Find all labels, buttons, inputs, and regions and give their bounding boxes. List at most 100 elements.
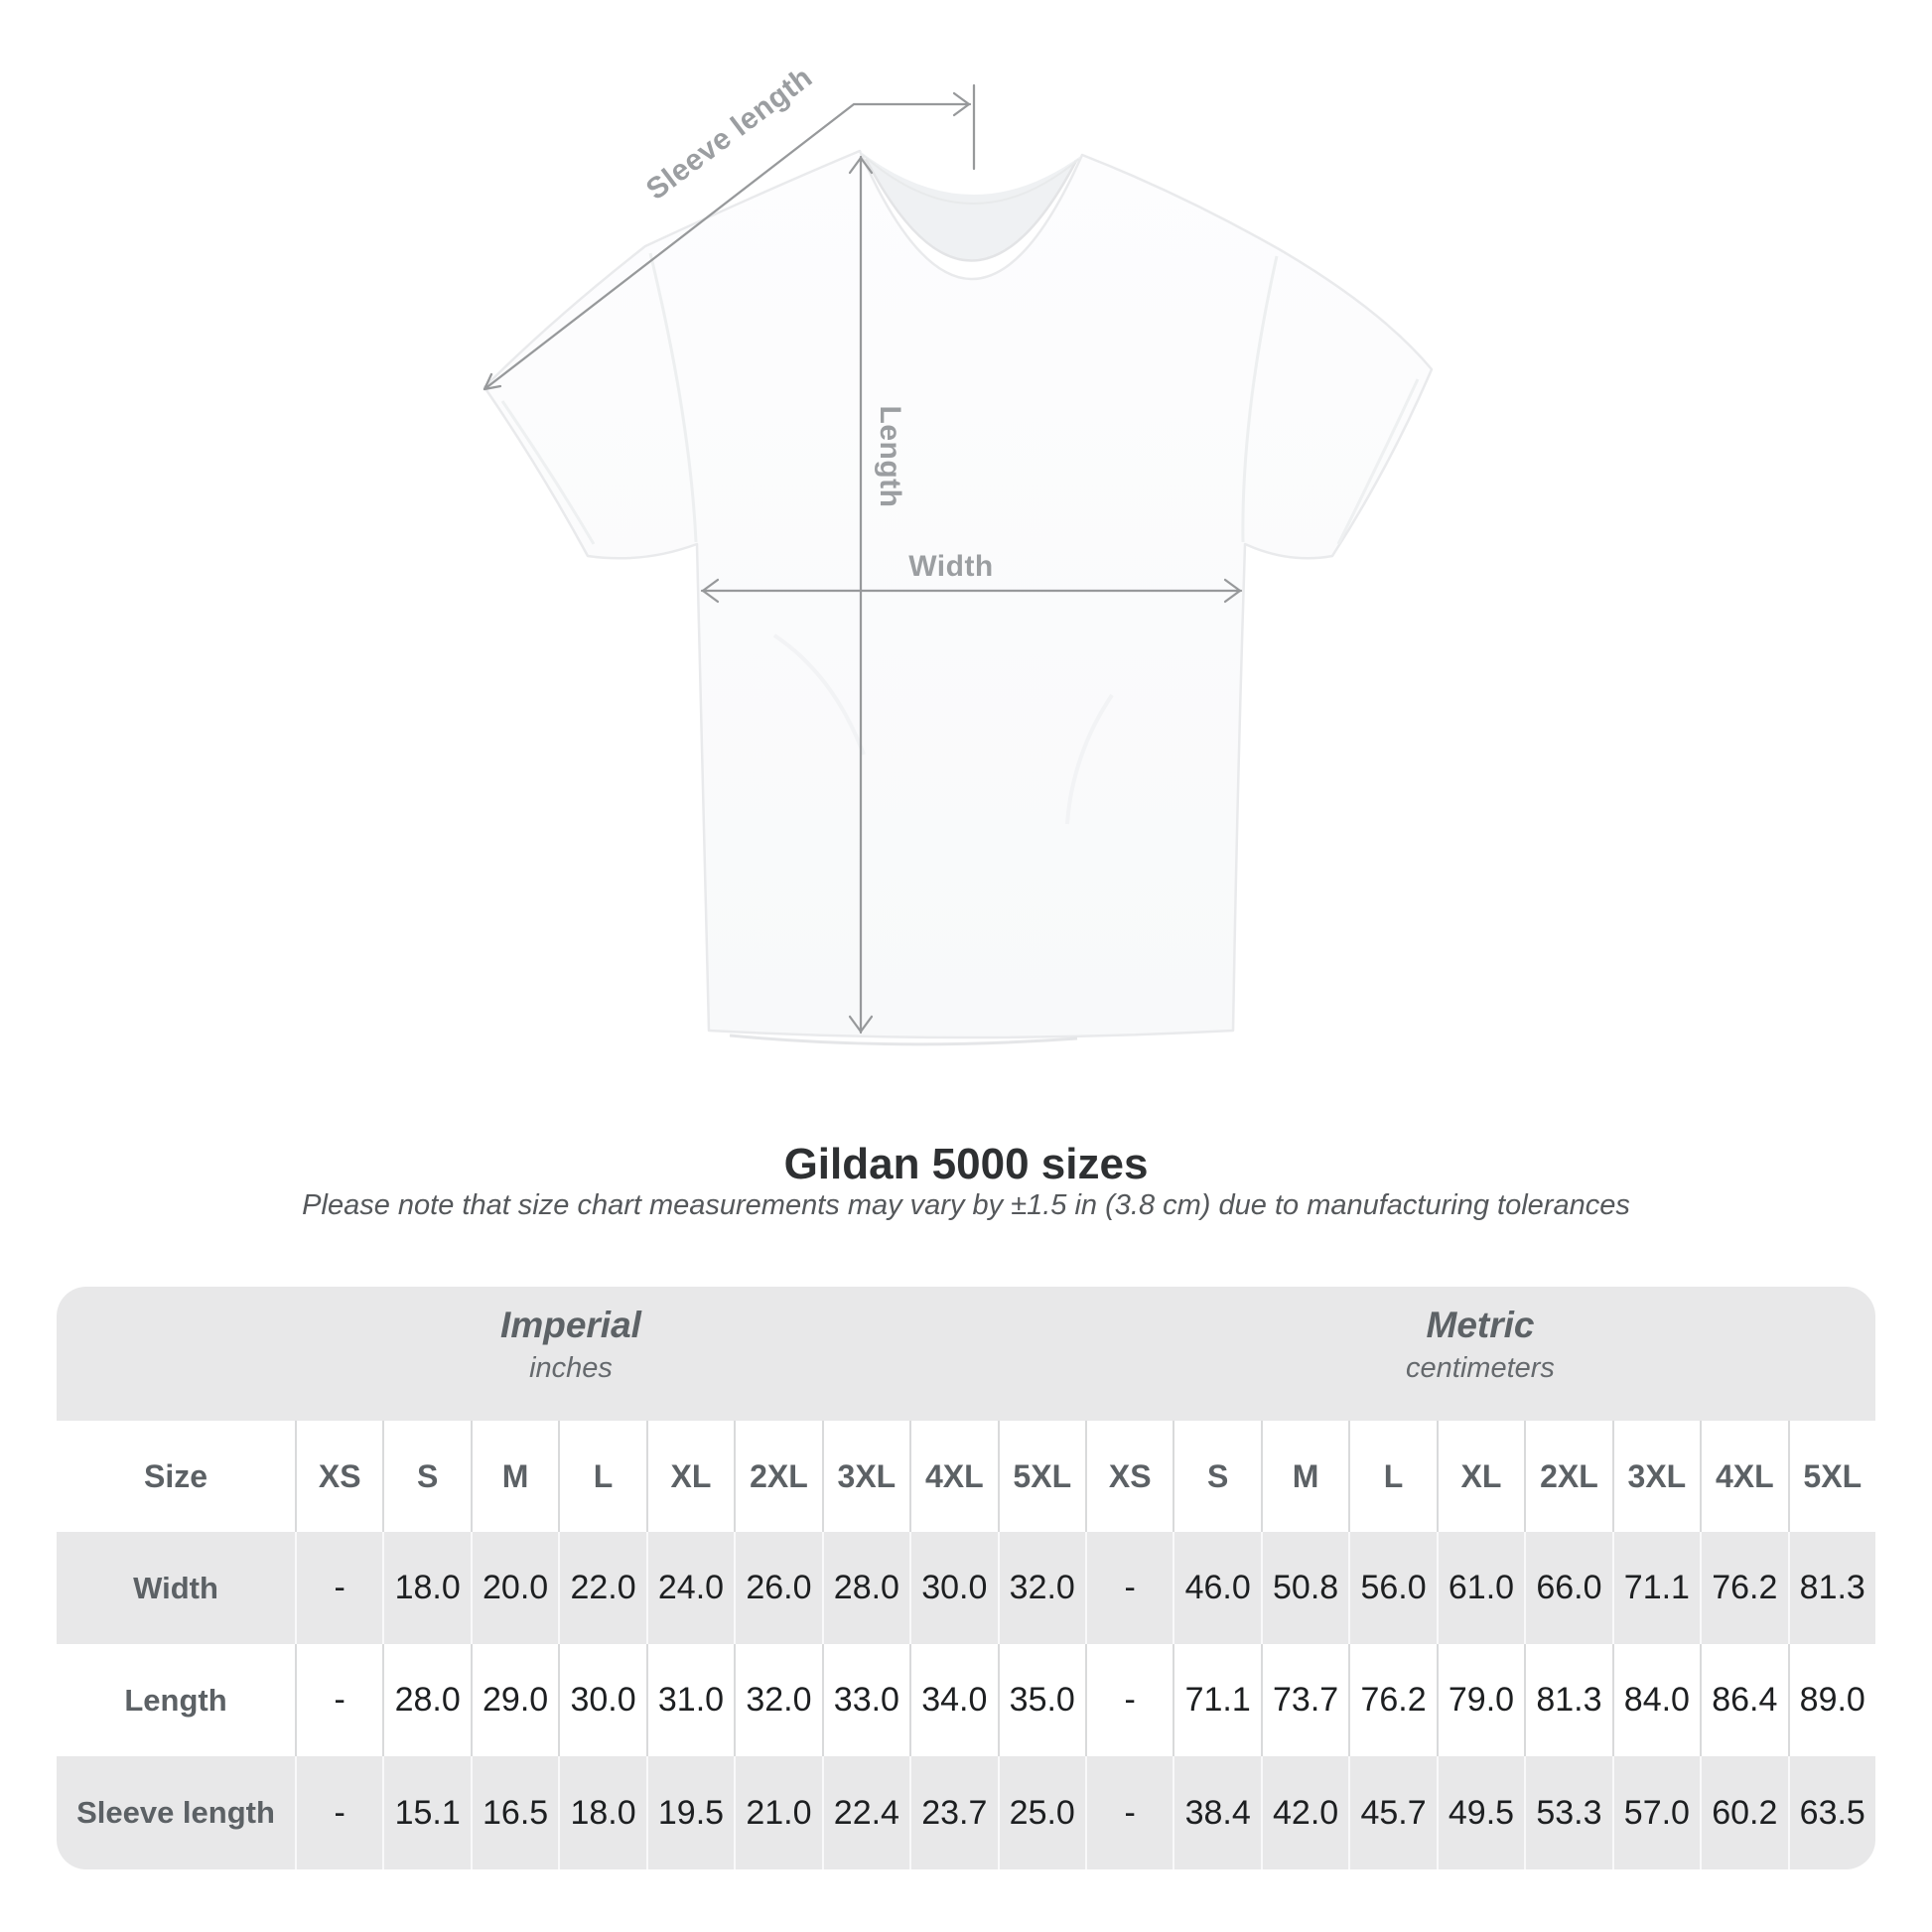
measurement-cell: 28.0 [382, 1644, 470, 1756]
measurement-cell: 30.0 [558, 1644, 645, 1756]
measurement-cell: 53.3 [1524, 1756, 1611, 1869]
tshirt-collar [860, 151, 1082, 261]
measurement-cell: 21.0 [734, 1756, 821, 1869]
measurement-cell: 30.0 [909, 1532, 997, 1644]
measurement-cell: 60.2 [1700, 1756, 1787, 1869]
measurement-cell: 73.7 [1260, 1644, 1348, 1756]
size-column-header: L [558, 1421, 645, 1532]
measurement-cell: 32.0 [997, 1532, 1085, 1644]
measurement-cell: 29.0 [470, 1644, 558, 1756]
measurement-cell: 50.8 [1260, 1532, 1348, 1644]
measurement-cell: 71.1 [1173, 1644, 1260, 1756]
row-label: Sleeve length [76, 1795, 275, 1830]
measurement-cell: - [295, 1532, 382, 1644]
metric-unit: centimeters [1406, 1352, 1555, 1385]
measurement-cell: 25.0 [997, 1756, 1085, 1869]
measurement-cell: 56.0 [1348, 1532, 1436, 1644]
size-column-header: S [382, 1421, 470, 1532]
measurement-cell: 19.5 [645, 1756, 734, 1869]
measurement-cell: 33.0 [821, 1644, 909, 1756]
imperial-section-header: Imperial inches [57, 1287, 1085, 1421]
table-row: Length -28.0 29.0 30.0 31.0 32.0 33.0 34.0 35.0-… [57, 1644, 1875, 1756]
measurement-cell: - [295, 1644, 382, 1756]
size-column-header: 4XL [1700, 1421, 1787, 1532]
metric-section-header: Metric centimeters [1085, 1287, 1875, 1421]
measurement-cell: 26.0 [734, 1532, 821, 1644]
size-column-header: M [470, 1421, 558, 1532]
size-column-header: 5XL [997, 1421, 1085, 1532]
tshirt-illustration [483, 149, 1434, 1046]
measurement-cell: 31.0 [645, 1644, 734, 1756]
size-column-header: 3XL [1611, 1421, 1700, 1532]
size-column-header: Size [143, 1457, 208, 1494]
measurement-cell: 34.0 [909, 1644, 997, 1756]
measurement-cell: 32.0 [734, 1644, 821, 1756]
metric-label: Metric [1426, 1305, 1535, 1345]
row-label: Length [124, 1682, 227, 1718]
length-dimension-label: Length [874, 405, 906, 508]
measurement-cell: 46.0 [1173, 1532, 1260, 1644]
tshirt-diagram [483, 83, 1434, 1046]
size-column-header: XL [645, 1421, 734, 1532]
measurement-cell: 81.3 [1524, 1644, 1611, 1756]
size-column-header: 2XL [1524, 1421, 1611, 1532]
imperial-unit: inches [529, 1352, 613, 1385]
size-column-header: 5XL [1787, 1421, 1875, 1532]
measurement-cell: - [1084, 1756, 1173, 1869]
size-column-header: 3XL [821, 1421, 909, 1532]
measurement-cell: 38.4 [1173, 1756, 1260, 1869]
measurement-cell: 57.0 [1611, 1756, 1700, 1869]
measurement-cell: 63.5 [1787, 1756, 1875, 1869]
measurement-cell: 89.0 [1787, 1644, 1875, 1756]
unit-system-header-row: Imperial inches Metric centimeters [57, 1287, 1875, 1421]
sleeve-length-arrow [483, 83, 976, 391]
size-column-header: M [1260, 1421, 1348, 1532]
length-arrow [848, 155, 874, 1035]
measurement-cell: 28.0 [821, 1532, 909, 1644]
tolerance-note: Please note that size chart measurements… [302, 1189, 1630, 1221]
width-arrow [700, 578, 1243, 604]
measurement-cell: 18.0 [382, 1532, 470, 1644]
measurement-cell: - [295, 1756, 382, 1869]
size-column-header: 4XL [909, 1421, 997, 1532]
measurement-cell: - [1084, 1532, 1173, 1644]
measurement-cell: 42.0 [1260, 1756, 1348, 1869]
measurement-cell: 23.7 [909, 1756, 997, 1869]
table-row: Width -18.0 20.0 22.0 24.0 26.0 28.0 30.0 32.0-4… [57, 1532, 1875, 1644]
row-label: Width [133, 1570, 218, 1605]
measurement-cell: 81.3 [1787, 1532, 1875, 1644]
measurement-cell: 16.5 [470, 1756, 558, 1869]
size-column-header: S [1173, 1421, 1260, 1532]
measurement-cell: 45.7 [1348, 1756, 1436, 1869]
measurement-cell: 24.0 [645, 1532, 734, 1644]
measurement-cell: 35.0 [997, 1644, 1085, 1756]
size-column-header: L [1348, 1421, 1436, 1532]
width-dimension-label: Width [908, 550, 994, 583]
measurement-cell: 15.1 [382, 1756, 470, 1869]
measurement-cell: 86.4 [1700, 1644, 1787, 1756]
size-column-header: XL [1436, 1421, 1524, 1532]
size-header-row: Size XS S M L XL 2XL 3XL 4XL 5XL XS S M L XL 2XL 3XL 4XL 5… [57, 1421, 1875, 1532]
measurement-cell: 76.2 [1348, 1644, 1436, 1756]
measurement-cell: 22.4 [821, 1756, 909, 1869]
imperial-label: Imperial [500, 1305, 641, 1345]
measurement-cell: - [1084, 1644, 1173, 1756]
measurement-cell: 79.0 [1436, 1644, 1524, 1756]
measurement-cell: 18.0 [558, 1756, 645, 1869]
measurement-cell: 61.0 [1436, 1532, 1524, 1644]
size-column-header: 2XL [734, 1421, 821, 1532]
table-row: Sleeve length -15.1 16.5 18.0 19.5 21.0 22.4 23… [57, 1756, 1875, 1869]
size-column-header: XS [1084, 1421, 1173, 1532]
page-title: Gildan 5000 sizes [783, 1140, 1149, 1188]
measurement-cell: 22.0 [558, 1532, 645, 1644]
measurement-cell: 84.0 [1611, 1644, 1700, 1756]
size-column-header: XS [295, 1421, 382, 1532]
measurement-cell: 66.0 [1524, 1532, 1611, 1644]
measurement-cell: 71.1 [1611, 1532, 1700, 1644]
measurement-cell: 20.0 [470, 1532, 558, 1644]
measurement-cell: 76.2 [1700, 1532, 1787, 1644]
measurements-grid: Size XS S M L XL 2XL 3XL 4XL 5XL XS S M L XL 2XL 3XL 4XL 5… [57, 1421, 1875, 1869]
size-table: Imperial inches Metric centimeters Size X… [57, 1287, 1875, 1869]
measurement-cell: 49.5 [1436, 1756, 1524, 1869]
